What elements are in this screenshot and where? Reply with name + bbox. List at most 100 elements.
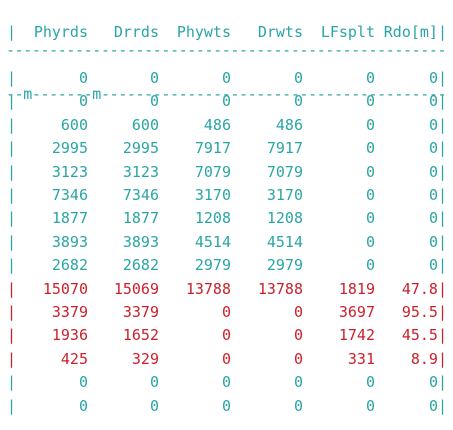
cell-rdo: 0| [428, 256, 447, 275]
cell-drwts: 0 [293, 396, 303, 415]
cell-phyrds: 3379 [51, 303, 88, 321]
cell-rdo: 0| [428, 139, 447, 158]
cell-rdo: 0| [428, 232, 447, 251]
cell-lfsplt: 0 [365, 396, 375, 415]
table-row: | 425 329 0 0 331 8.9| [0, 349, 453, 369]
cell-phyrds: 1877 [51, 209, 88, 228]
cell-lfsplt: 0 [365, 92, 375, 111]
top-rule-line: ----------------------------------------… [0, 0, 453, 59]
cell-phywts: 1208 [194, 209, 231, 228]
cell-phywts: 0 [221, 396, 231, 415]
header-lfsplt: LFsplt [320, 23, 375, 41]
cell-phywts: 7079 [194, 162, 231, 181]
cell-drwts: 1208 [266, 209, 303, 228]
cell-phyrds: 1936 [51, 326, 88, 345]
cell-drrds: 329 [131, 349, 159, 368]
table-row: | 3379 3379 0 0 3697 95.5| [0, 302, 453, 322]
header-row: | Phyrds Drrds Phywts Drwts LFsplt Rdo[m… [0, 22, 453, 42]
sub-rule: --m-------m-----------------------------… [6, 85, 447, 103]
table-row: | 3123 3123 7079 7079 0 0| [0, 162, 453, 182]
sub-rule-line: --m-------m-----------------------------… [0, 44, 453, 103]
cell-phywts: 0 [221, 349, 231, 368]
cell-drwts: 3170 [266, 186, 303, 204]
cell-lfsplt: 331 [347, 349, 375, 368]
cell-rdo: 0| [428, 396, 447, 415]
table-row: | 0 0 0 0 0 0| [0, 91, 453, 111]
header-drwts: Drwts [257, 23, 303, 41]
cell-drwts: 0 [293, 349, 303, 368]
cell-drrds: 3123 [122, 162, 159, 181]
table-row: | 0 0 0 0 0 0| [0, 372, 453, 392]
cell-drrds: 3379 [122, 303, 159, 321]
cell-drwts: 0 [293, 69, 303, 87]
cell-rdo: 0| [428, 115, 447, 134]
cell-phyrds: 3123 [51, 162, 88, 181]
table-row: | 1877 1877 1208 1208 0 0| [0, 208, 453, 228]
cell-lfsplt: 0 [365, 69, 375, 87]
cell-phywts: 0 [221, 373, 231, 392]
cell-drrds: 2682 [122, 256, 159, 275]
cell-phywts: 0 [221, 92, 231, 111]
header-rdo: Rdo[m]| [383, 23, 447, 41]
row-pipe: | [7, 139, 17, 158]
row-pipe: | [7, 69, 17, 87]
header-phywts: Phywts [176, 23, 231, 41]
cell-lfsplt: 1819 [338, 279, 375, 298]
cell-lfsplt: 0 [365, 115, 375, 134]
cell-drrds: 2995 [122, 139, 159, 158]
cell-drrds: 0 [149, 396, 159, 415]
header-drrds: Drrds [113, 23, 159, 41]
cell-phywts: 0 [221, 303, 231, 321]
cell-drwts: 0 [293, 92, 303, 111]
cell-phyrds: 2995 [51, 139, 88, 158]
cell-phywts: 13788 [185, 279, 231, 298]
row-pipe: | [7, 396, 17, 415]
cell-drwts: 7917 [266, 139, 303, 158]
cell-drwts: 0 [293, 326, 303, 345]
cell-phywts: 2979 [194, 256, 231, 275]
cell-phyrds: 425 [60, 349, 88, 368]
row-pipe: | [7, 256, 17, 275]
cell-phyrds: 3893 [51, 232, 88, 251]
cell-lfsplt: 0 [365, 186, 375, 204]
cell-phyrds: 15070 [42, 279, 88, 298]
table-row: | 2995 2995 7917 7917 0 0| [0, 138, 453, 158]
table-row: | 15070 15069 13788 13788 1819 47.8| [0, 279, 453, 299]
cell-drrds: 0 [149, 373, 159, 392]
cell-drwts: 0 [293, 303, 303, 321]
row-pipe: | [7, 232, 17, 251]
cell-rdo: 0| [428, 373, 447, 392]
cell-drrds: 0 [149, 92, 159, 111]
table-row: | 0 0 0 0 0 0| [0, 68, 453, 88]
cell-drwts: 2979 [266, 256, 303, 275]
cell-phyrds: 0 [78, 92, 88, 111]
cell-drwts: 13788 [257, 279, 303, 298]
table-row: | 7346 7346 3170 3170 0 0| [0, 185, 453, 205]
cell-rdo: 0| [428, 209, 447, 228]
cell-phywts: 7917 [194, 139, 231, 158]
cell-rdo: 0| [428, 69, 447, 87]
cell-phyrds: 7346 [51, 186, 88, 204]
table-row: | 1936 1652 0 0 1742 45.5| [0, 325, 453, 345]
cell-drrds: 0 [149, 69, 159, 87]
row-pipe: | [7, 373, 17, 392]
cell-rdo: 0| [428, 186, 447, 204]
cell-rdo: 0| [428, 162, 447, 181]
cell-lfsplt: 0 [365, 209, 375, 228]
cell-phyrds: 600 [60, 115, 88, 134]
cell-phywts: 4514 [194, 232, 231, 251]
cell-lfsplt: 3697 [338, 303, 375, 321]
cell-drrds: 7346 [122, 186, 159, 204]
cell-drrds: 1652 [122, 326, 159, 345]
row-pipe: | [7, 115, 17, 134]
top-rule: ----------------------------------------… [6, 41, 447, 59]
table-row: | 600 600 486 486 0 0| [0, 115, 453, 135]
cell-phyrds: 2682 [51, 256, 88, 275]
cell-drwts: 486 [275, 115, 303, 134]
row-pipe: | [7, 349, 17, 368]
table-row: | 3893 3893 4514 4514 0 0| [0, 232, 453, 252]
header-pipe: | [7, 23, 17, 41]
cell-lfsplt: 0 [365, 256, 375, 275]
cell-phyrds: 0 [78, 69, 88, 87]
